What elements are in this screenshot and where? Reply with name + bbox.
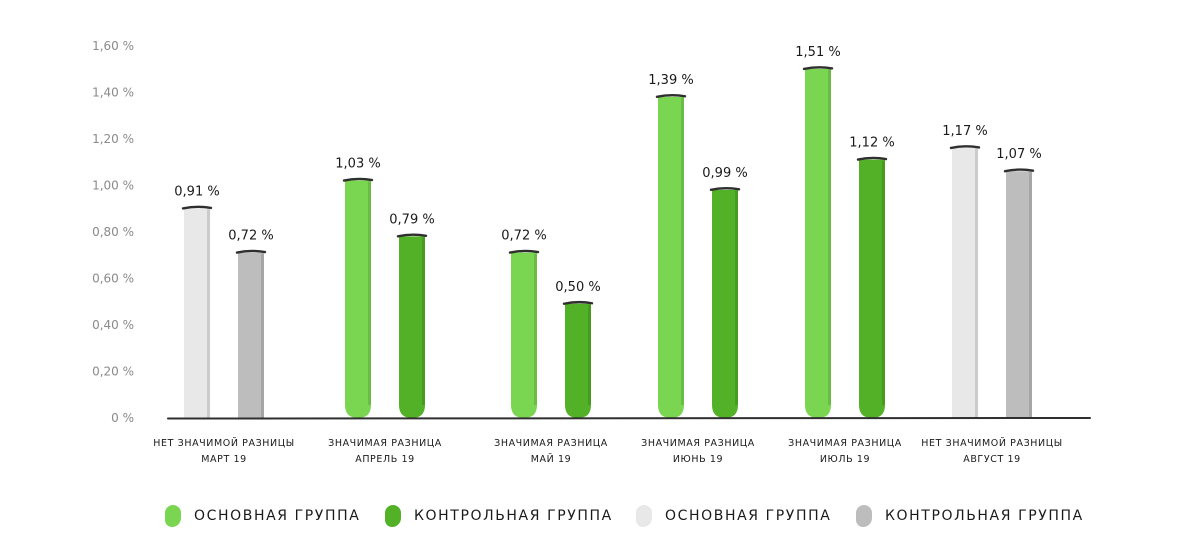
bar-value-label: 0,72 % bbox=[228, 229, 273, 244]
bar-shade bbox=[681, 97, 684, 405]
bar-top-cap bbox=[508, 249, 540, 254]
y-tick-label: 0 % bbox=[111, 411, 134, 425]
bar-value-label: 1,39 % bbox=[648, 73, 693, 88]
bar-shade bbox=[1029, 172, 1032, 418]
x-label-month: ИЮЛЬ 19 bbox=[820, 454, 870, 465]
bar-value-label: 0,99 % bbox=[702, 166, 747, 181]
x-label-month: МАРТ 19 bbox=[201, 454, 247, 465]
bar-value-label: 1,17 % bbox=[942, 124, 987, 139]
bar-top-cap bbox=[655, 94, 687, 99]
bar-shade bbox=[261, 253, 264, 418]
bar-shade bbox=[975, 148, 978, 418]
bar-top-cap bbox=[235, 249, 267, 254]
bar-top-cap bbox=[856, 156, 888, 161]
x-label-condition: ЗНАЧИМАЯ РАЗНИЦА bbox=[494, 438, 608, 449]
x-label-condition: НЕТ ЗНАЧИМОЙ РАЗНИЦЫ bbox=[921, 437, 1062, 449]
bar bbox=[712, 189, 738, 418]
legend-swatch bbox=[165, 505, 181, 527]
bar-top-cap bbox=[342, 177, 374, 182]
y-tick-label: 0,20 % bbox=[92, 365, 134, 379]
y-tick-label: 0,60 % bbox=[92, 272, 134, 286]
bar bbox=[399, 236, 425, 418]
y-tick-label: 1,40 % bbox=[92, 86, 134, 100]
bar-shade bbox=[422, 237, 425, 405]
bar-top-cap bbox=[802, 66, 834, 71]
bar bbox=[184, 208, 210, 418]
legend-item-main-not-significant: ОСНОВНАЯ ГРУППА bbox=[636, 500, 831, 532]
bar bbox=[345, 180, 371, 418]
bar-value-label: 0,91 % bbox=[174, 184, 219, 199]
bars: 0,91 % 0,72 % 1,03 % 0,79 % 0,72 % 0,50 % 1,39… bbox=[174, 45, 1042, 419]
x-label-condition: НЕТ ЗНАЧИМОЙ РАЗНИЦЫ bbox=[153, 437, 294, 449]
bar-top-cap bbox=[181, 205, 213, 210]
bar-top-cap bbox=[709, 187, 741, 192]
bar-top-cap bbox=[562, 300, 594, 305]
x-axis-labels: НЕТ ЗНАЧИМОЙ РАЗНИЦЫ МАРТ 19 ЗНАЧИМАЯ РАЗН… bbox=[153, 437, 1062, 465]
x-label-condition: ЗНАЧИМАЯ РАЗНИЦА bbox=[328, 438, 442, 449]
x-label-month: МАЙ 19 bbox=[531, 453, 572, 465]
x-label-month: АВГУСТ 19 bbox=[963, 454, 1021, 465]
bar bbox=[565, 303, 591, 418]
y-axis-ticks: 0 % 0,20 % 0,40 % 0,60 % 0,80 % 1,00 % 1,20 % 1… bbox=[92, 39, 134, 425]
legend: ОСНОВНАЯ ГРУППА КОНТРОЛЬНАЯ ГРУППА ОСНОВ… bbox=[0, 500, 1201, 532]
bar-shade bbox=[588, 304, 591, 405]
legend-item-control-not-significant: КОНТРОЛЬНАЯ ГРУППА bbox=[856, 500, 1084, 532]
bar bbox=[511, 252, 537, 418]
legend-swatch bbox=[856, 505, 872, 527]
bar-value-label: 0,79 % bbox=[389, 212, 434, 227]
legend-swatch bbox=[636, 505, 652, 527]
bar-value-label: 1,51 % bbox=[795, 45, 840, 60]
legend-label: ОСНОВНАЯ ГРУППА bbox=[665, 508, 832, 524]
bar-top-cap bbox=[949, 145, 981, 150]
x-label-condition: ЗНАЧИМАЯ РАЗНИЦА bbox=[788, 438, 902, 449]
y-tick-label: 0,40 % bbox=[92, 318, 134, 332]
bar bbox=[952, 147, 978, 418]
bar-value-label: 0,50 % bbox=[555, 280, 600, 295]
legend-swatch bbox=[385, 505, 401, 527]
bar bbox=[1006, 171, 1032, 418]
legend-label: КОНТРОЛЬНАЯ ГРУППА bbox=[414, 508, 613, 524]
y-tick-label: 1,60 % bbox=[92, 39, 134, 53]
bar-shade bbox=[828, 69, 831, 406]
bar bbox=[805, 68, 831, 419]
legend-item-control-significant: КОНТРОЛЬНАЯ ГРУППА bbox=[385, 500, 613, 532]
x-label-month: ИЮНЬ 19 bbox=[673, 454, 723, 465]
bar-top-cap bbox=[396, 233, 428, 238]
legend-label: КОНТРОЛЬНАЯ ГРУППА bbox=[885, 508, 1084, 524]
legend-item-main-significant: ОСНОВНАЯ ГРУППА bbox=[165, 500, 360, 532]
bar-shade bbox=[534, 253, 537, 405]
x-axis bbox=[167, 417, 1091, 420]
bar-value-label: 1,03 % bbox=[335, 157, 380, 172]
bar-shade bbox=[368, 181, 371, 405]
y-tick-label: 1,00 % bbox=[92, 179, 134, 193]
legend-label: ОСНОВНАЯ ГРУППА bbox=[194, 508, 361, 524]
y-tick-label: 1,20 % bbox=[92, 132, 134, 146]
baseline bbox=[167, 417, 1091, 420]
x-label-condition: ЗНАЧИМАЯ РАЗНИЦА bbox=[641, 438, 755, 449]
x-label-month: АПРЕЛЬ 19 bbox=[355, 454, 415, 465]
bar-value-label: 1,07 % bbox=[996, 147, 1041, 162]
bar-top-cap bbox=[1003, 168, 1035, 173]
bar-shade bbox=[735, 190, 738, 405]
bar-shade bbox=[882, 160, 885, 405]
bar-value-label: 0,72 % bbox=[501, 229, 546, 244]
bar-value-label: 1,12 % bbox=[849, 136, 894, 151]
bar bbox=[658, 96, 684, 418]
bar bbox=[859, 159, 885, 418]
bar-shade bbox=[207, 209, 210, 418]
y-tick-label: 0,80 % bbox=[92, 225, 134, 239]
bar bbox=[238, 252, 264, 418]
